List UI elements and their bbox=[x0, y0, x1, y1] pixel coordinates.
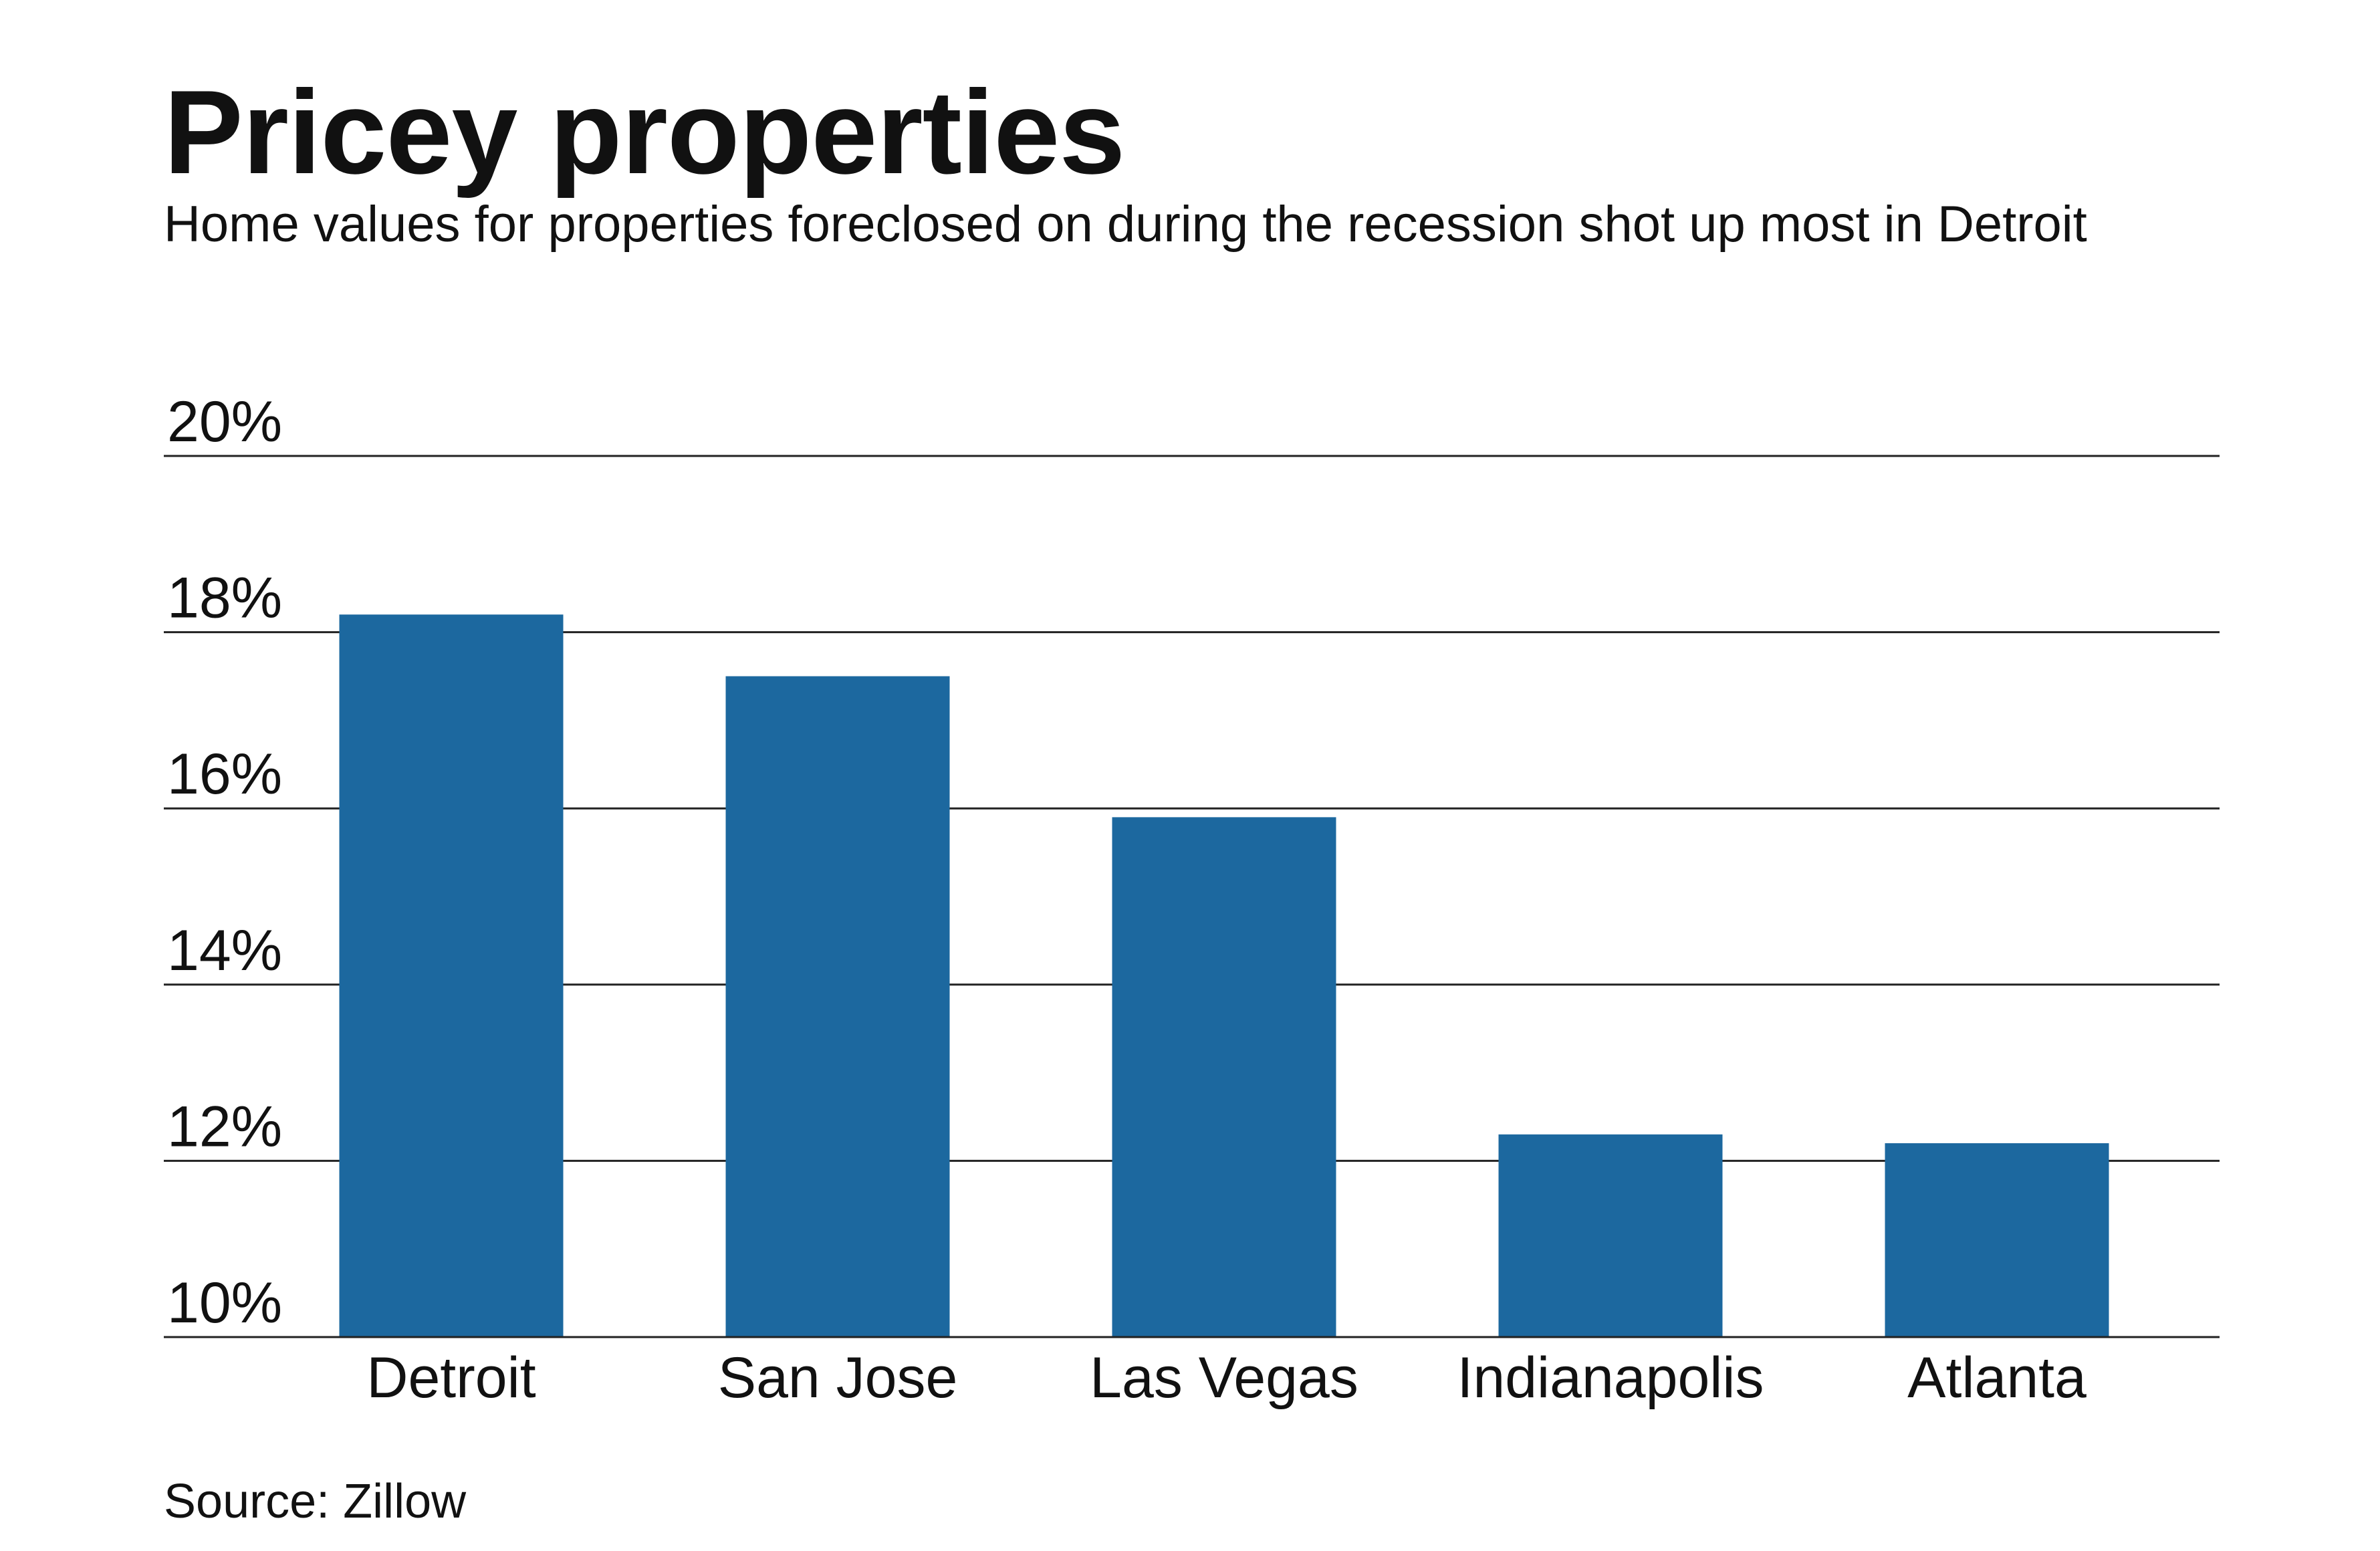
chart-subtitle: Home values for properties foreclosed on… bbox=[164, 196, 2087, 253]
bar-atlanta bbox=[1885, 1143, 2109, 1337]
source-note: Source: Zillow bbox=[164, 1475, 467, 1528]
chart-title: Pricey properties bbox=[164, 66, 1125, 199]
bar-indianapolis bbox=[1498, 1134, 1723, 1337]
x-tick-label: Atlanta bbox=[1907, 1346, 2087, 1410]
y-tick-label: 16% bbox=[167, 742, 282, 806]
x-axis-tick-labels: Detroit San Jose Las Vegas Indianapolis Atla… bbox=[366, 1346, 2087, 1410]
x-tick-label: Detroit bbox=[366, 1346, 536, 1410]
bar-detroit bbox=[339, 614, 564, 1337]
y-tick-label: 18% bbox=[167, 566, 282, 630]
y-tick-label: 10% bbox=[167, 1271, 282, 1335]
bar-san-jose bbox=[725, 676, 950, 1337]
bar-las-vegas bbox=[1112, 817, 1336, 1337]
bars bbox=[164, 614, 2220, 1338]
x-tick-label: Las Vegas bbox=[1090, 1346, 1358, 1410]
y-tick-label: 20% bbox=[167, 390, 282, 454]
y-tick-label: 14% bbox=[167, 919, 282, 983]
y-tick-label: 12% bbox=[167, 1094, 282, 1159]
x-tick-label: San Jose bbox=[718, 1346, 958, 1410]
y-axis-tick-labels: 10% 12% 14% 16% 18% 20% bbox=[167, 390, 282, 1335]
x-tick-label: Indianapolis bbox=[1457, 1346, 1764, 1410]
